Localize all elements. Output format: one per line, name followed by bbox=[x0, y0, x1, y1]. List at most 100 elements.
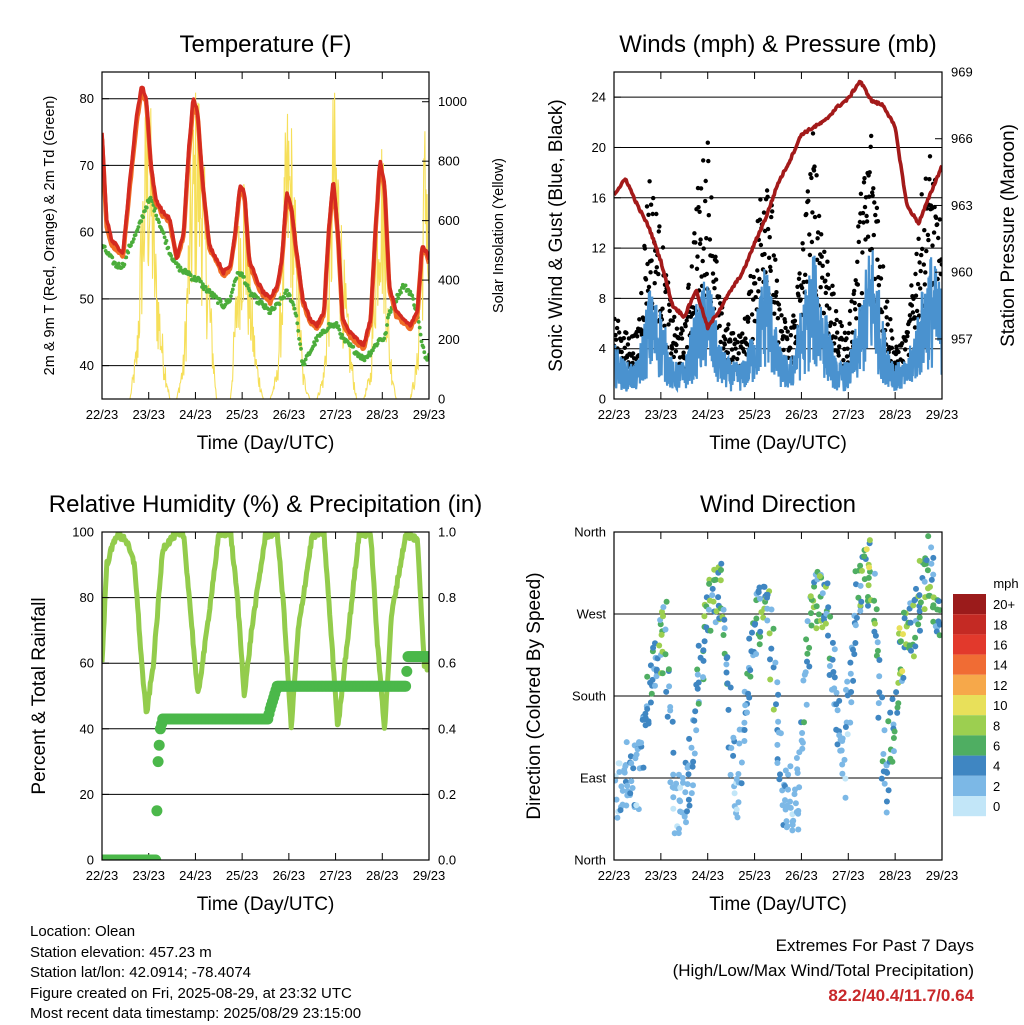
winds-xtick-label: 25/23 bbox=[738, 407, 771, 422]
direction-point bbox=[792, 800, 799, 807]
direction-point bbox=[866, 537, 873, 544]
winds-ytick-label: 4 bbox=[599, 341, 606, 356]
dewpoint-point bbox=[282, 295, 287, 300]
dewpoint-point bbox=[297, 337, 301, 341]
direction-point bbox=[642, 710, 649, 717]
direction-point bbox=[706, 580, 713, 587]
gust-point bbox=[856, 224, 861, 229]
direction-point bbox=[896, 625, 903, 632]
gust-point bbox=[740, 331, 745, 336]
gust-point bbox=[698, 186, 704, 191]
direction-point bbox=[830, 669, 837, 675]
direction-point bbox=[917, 599, 924, 606]
dewpoint-point bbox=[113, 261, 117, 265]
gust-point bbox=[785, 336, 790, 342]
gust-point bbox=[935, 222, 940, 227]
gust-point bbox=[846, 330, 851, 336]
direction-point bbox=[617, 807, 624, 814]
direction-point bbox=[883, 798, 890, 805]
dewpoint-point bbox=[403, 283, 408, 288]
gust-point bbox=[725, 326, 730, 331]
direction-point bbox=[815, 611, 822, 618]
gust-point bbox=[622, 345, 627, 350]
direction-point bbox=[633, 802, 640, 809]
gust-point bbox=[819, 254, 824, 259]
gust-point bbox=[853, 278, 858, 283]
direction-point bbox=[614, 814, 621, 821]
gust-point bbox=[695, 254, 700, 259]
direction-point bbox=[801, 719, 807, 726]
gust-point bbox=[707, 237, 713, 242]
gust-point bbox=[825, 259, 830, 264]
winds-ytick-label: 20 bbox=[592, 140, 606, 155]
pressure-ylabel: Station Pressure (Maroon) bbox=[998, 124, 1019, 347]
gust-point bbox=[792, 318, 798, 323]
gust-point bbox=[703, 198, 708, 204]
speed-legend-swatch bbox=[953, 755, 986, 776]
dewpoint-point bbox=[319, 332, 324, 337]
direction-point bbox=[730, 734, 737, 741]
gust-point bbox=[650, 211, 655, 217]
dewpoint-point bbox=[386, 312, 391, 317]
direction-point bbox=[785, 786, 791, 793]
dewpoint-point bbox=[315, 338, 319, 343]
dewpoint-point bbox=[256, 296, 260, 300]
dewpoint-point bbox=[287, 293, 292, 298]
extremes-subtitle: (High/Low/Max Wind/Total Precipitation) bbox=[672, 961, 974, 980]
gust-point bbox=[770, 209, 775, 214]
gust-point bbox=[713, 254, 718, 259]
direction-point bbox=[885, 787, 892, 794]
direction-point bbox=[728, 745, 735, 751]
speed-legend: mph 20+ 18 16 14 12 10 8 6 4 2 0 bbox=[953, 576, 1019, 817]
gust-point bbox=[861, 220, 866, 225]
direction-point bbox=[921, 606, 928, 613]
direction-point bbox=[688, 790, 695, 797]
direction-point bbox=[619, 787, 626, 794]
winds-ylabel: Sonic Wind & Gust (Blue, Black) bbox=[546, 99, 567, 371]
direction-xtick-label: 25/23 bbox=[738, 868, 771, 883]
gust-point bbox=[660, 306, 665, 311]
gust-point bbox=[905, 330, 910, 335]
direction-point bbox=[659, 670, 666, 677]
gust-point bbox=[921, 262, 926, 267]
direction-point bbox=[784, 823, 791, 830]
direction-point bbox=[871, 570, 878, 577]
direction-point bbox=[723, 655, 730, 662]
gust-point bbox=[807, 252, 813, 258]
gust-point bbox=[810, 131, 816, 136]
humidity-plot-frame bbox=[101, 531, 430, 861]
direction-point bbox=[770, 706, 777, 713]
gust-point bbox=[646, 212, 651, 217]
direction-point bbox=[616, 769, 623, 775]
gust-point bbox=[717, 323, 722, 329]
direction-point bbox=[894, 709, 901, 716]
gust-point bbox=[625, 342, 631, 347]
direction-point bbox=[685, 771, 692, 778]
direction-point bbox=[852, 640, 859, 646]
dewpoint-point bbox=[302, 362, 307, 367]
gust-point bbox=[804, 279, 809, 284]
winds-ytick-label: 0 bbox=[599, 392, 606, 407]
gust-point bbox=[821, 310, 826, 316]
direction-point bbox=[695, 642, 702, 649]
dewpoint-point bbox=[399, 290, 403, 295]
winds-xtick-label: 27/23 bbox=[832, 407, 865, 422]
gust-point bbox=[637, 317, 642, 322]
direction-ylabel: Direction (Colored By Speed) bbox=[524, 572, 545, 819]
direction-point bbox=[890, 735, 897, 741]
direction-point bbox=[930, 602, 937, 609]
gust-point bbox=[842, 330, 848, 335]
direction-point bbox=[779, 787, 786, 794]
direction-point bbox=[847, 719, 854, 726]
gust-point bbox=[865, 234, 871, 239]
direction-point bbox=[808, 622, 815, 629]
direction-point bbox=[667, 779, 674, 786]
gust-point bbox=[889, 328, 894, 333]
gust-point bbox=[899, 341, 905, 346]
dewpoint-point bbox=[388, 310, 393, 314]
gust-point bbox=[811, 168, 817, 173]
humidity-xtick-label: 29/23 bbox=[413, 868, 446, 883]
direction-point bbox=[872, 632, 879, 639]
gust-point bbox=[697, 241, 703, 246]
direction-point bbox=[712, 576, 719, 583]
